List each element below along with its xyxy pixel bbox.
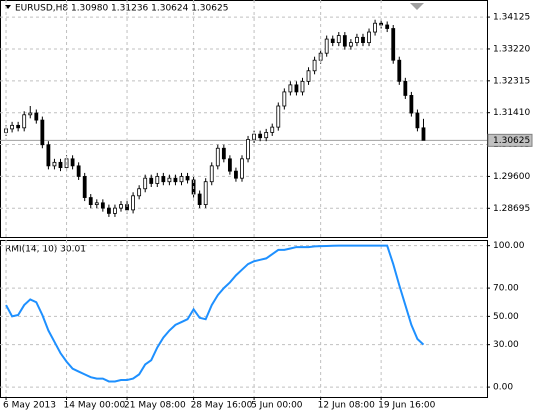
candle-body: [88, 197, 93, 206]
candle-body: [240, 158, 244, 179]
candle-body: [82, 176, 87, 198]
candle-body: [336, 35, 341, 44]
candle-body: [46, 144, 51, 167]
candle-body: [185, 176, 190, 181]
candle-body: [76, 165, 81, 177]
candle-body: [131, 195, 135, 211]
candle-body: [52, 161, 57, 167]
candle-body: [203, 181, 208, 206]
candle-body: [10, 124, 14, 130]
x-tick-label: 14 May 00:00: [64, 401, 126, 411]
candle-body: [197, 193, 202, 206]
candle-body: [149, 177, 154, 184]
y-tick-label: 1.28695: [493, 204, 530, 214]
candle-body: [348, 42, 353, 47]
candle-body: [106, 207, 111, 214]
candle-body: [58, 161, 63, 169]
candle-body: [306, 70, 311, 82]
candle-body: [264, 132, 269, 139]
last-price-label: 1.30625: [493, 136, 530, 146]
candle-body: [100, 202, 105, 209]
candle-body: [215, 147, 220, 167]
candle-body: [234, 170, 238, 179]
candle-body: [70, 158, 75, 167]
candle-body: [40, 119, 45, 146]
candle-body: [113, 207, 117, 214]
x-tick-label: 28 May 16:00: [191, 401, 253, 411]
candle-body: [330, 38, 335, 44]
y-tick-label: 100.00: [493, 241, 525, 251]
x-tick-label: 12 Jun 08:00: [318, 401, 375, 411]
candle-body: [367, 31, 371, 44]
y-tick-label: 1.33220: [493, 44, 530, 54]
indicator-panel-frame: [0, 240, 488, 398]
candle-body: [28, 112, 33, 116]
candle-body: [276, 105, 281, 128]
candle-body: [415, 112, 420, 129]
candle-body: [361, 36, 365, 44]
shift-marker: [410, 3, 424, 10]
x-tick-label: 6 May 2013: [3, 401, 56, 411]
candle-body: [167, 177, 172, 183]
y-tick-label: 50.00: [493, 312, 519, 322]
candle-body: [173, 177, 178, 183]
candle-body: [227, 158, 232, 172]
candle-body: [94, 202, 99, 206]
candle-body: [258, 133, 263, 139]
candle-body: [246, 139, 250, 160]
candle-body: [300, 80, 305, 93]
x-tick-label: 5 Jun 00:00: [251, 401, 303, 411]
candle-body: [409, 95, 414, 114]
candle-body: [421, 127, 426, 141]
candle-body: [403, 80, 408, 96]
candle-body: [137, 188, 142, 197]
candle-body: [342, 35, 347, 47]
candle-body: [391, 28, 396, 61]
last-price-box: [487, 133, 533, 147]
candle-body: [34, 112, 39, 121]
candle-body: [155, 176, 160, 184]
y-tick-label: 0.00: [493, 383, 513, 393]
candle-body: [179, 176, 184, 183]
indicator-title: RMI(14, 10) 30.01: [5, 245, 86, 255]
candle-body: [355, 36, 359, 44]
y-tick-label: 70.00: [493, 284, 519, 294]
candle-body: [282, 91, 287, 107]
candle-body: [221, 147, 226, 160]
candle-body: [209, 165, 214, 183]
candle-body: [119, 204, 123, 209]
candle-body: [161, 176, 166, 183]
y-tick-label: 1.31410: [493, 108, 530, 118]
candle-body: [385, 24, 390, 29]
candle-body: [16, 124, 21, 129]
candle-body: [373, 22, 377, 33]
candle-body: [270, 126, 275, 133]
candle-body: [324, 38, 329, 54]
candle-body: [22, 114, 27, 129]
x-tick-label: 19 Jun 16:00: [378, 401, 435, 411]
x-tick-label: 21 May 08:00: [124, 401, 186, 411]
candle-body: [143, 177, 148, 190]
line-series: [5, 244, 425, 383]
y-tick-label: 1.32315: [493, 76, 530, 86]
candle-body: [294, 84, 299, 93]
candle-body: [312, 59, 317, 72]
price-panel-frame: [0, 0, 488, 238]
y-tick-label: 1.34125: [493, 13, 530, 23]
y-tick-label: 30.00: [493, 340, 519, 350]
candle-body: [4, 128, 8, 133]
candle-body: [288, 84, 293, 93]
y-tick-label: 1.29600: [493, 172, 530, 182]
candle-body: [397, 59, 402, 82]
chart-title: EURUSD,H8 1.30980 1.31236 1.30624 1.3062…: [15, 4, 228, 14]
